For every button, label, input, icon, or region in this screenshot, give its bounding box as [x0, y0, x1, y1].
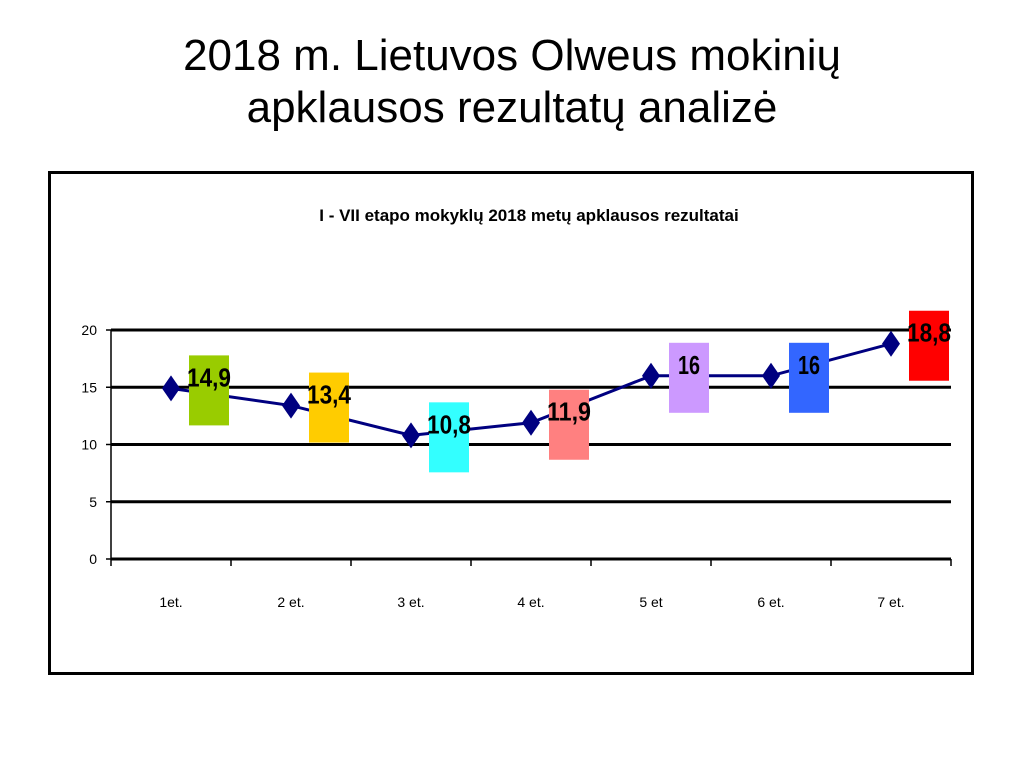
x-tick-label-2: 3 et.	[397, 594, 424, 610]
chart-frame: I - VII etapo mokyklų 2018 metų apklauso…	[48, 171, 974, 675]
data-point-1	[282, 392, 300, 419]
x-tick-label-0: 1et.	[159, 594, 182, 610]
y-tick-label-10: 10	[81, 437, 97, 453]
x-tick-label-5: 6 et.	[757, 594, 784, 610]
data-point-2	[402, 422, 420, 449]
y-tick-label-5: 5	[89, 494, 97, 510]
data-label-6: 18,8	[907, 318, 951, 348]
data-point-6	[882, 330, 900, 357]
data-label-box-4	[669, 342, 709, 413]
x-tick-label-6: 7 et.	[877, 594, 904, 610]
data-label-box-6	[909, 310, 949, 381]
y-tick-label-0: 0	[89, 551, 97, 567]
data-label-1: 13,4	[307, 380, 351, 410]
data-label-box-1	[309, 372, 349, 443]
slide-title: 2018 m. Lietuvos Olweus mokinių apklauso…	[0, 30, 1024, 134]
data-label-0: 14,9	[187, 362, 231, 392]
data-point-3	[522, 409, 540, 436]
data-label-4: 16	[678, 350, 700, 380]
line-chart: I - VII etapo mokyklų 2018 metų apklauso…	[81, 206, 952, 610]
x-tick-label-1: 2 et.	[277, 594, 304, 610]
data-label-box-2	[429, 402, 469, 473]
y-tick-label-15: 15	[81, 379, 97, 395]
data-label-3: 11,9	[547, 397, 591, 427]
data-point-0	[162, 375, 180, 402]
x-tick-label-3: 4 et.	[517, 594, 544, 610]
data-label-2: 10,8	[427, 409, 471, 439]
chart-title: I - VII etapo mokyklų 2018 metų apklauso…	[319, 206, 738, 225]
data-label-box-5	[789, 342, 829, 413]
data-label-box-3	[549, 389, 589, 460]
slide-title-line-2: apklausos rezultatų analizė	[246, 83, 778, 132]
data-point-4	[642, 362, 660, 389]
data-point-5	[762, 362, 780, 389]
data-label-box-0	[189, 355, 229, 426]
x-tick-label-4: 5 et	[639, 594, 662, 610]
data-label-5: 16	[798, 350, 820, 380]
slide-title-line-1: 2018 m. Lietuvos Olweus mokinių	[183, 31, 841, 80]
y-tick-label-20: 20	[81, 322, 97, 338]
